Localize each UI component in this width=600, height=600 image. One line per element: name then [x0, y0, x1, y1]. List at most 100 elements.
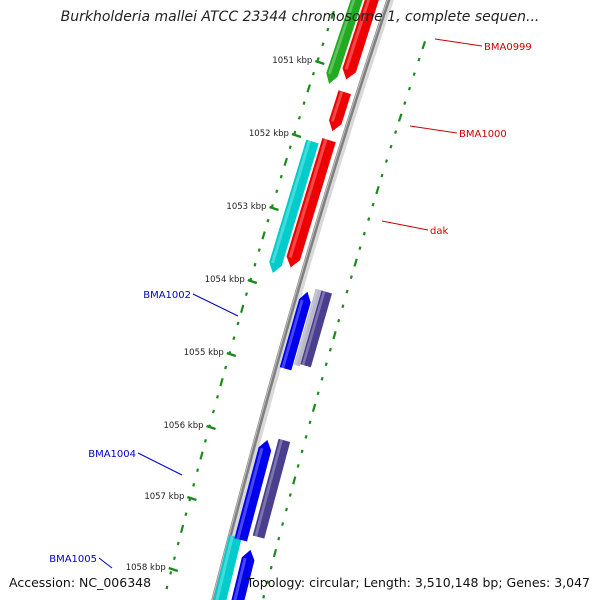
gene-label: dak: [430, 226, 448, 237]
backbone-arc: [211, 0, 391, 600]
ruler-tick: [412, 72, 416, 76]
kbp-label: 1056 kbp: [163, 421, 203, 431]
summary-text: Topology: circular; Length: 3,510,148 bp…: [246, 575, 590, 590]
ruler-tick: [224, 365, 228, 370]
kbp-label: 1052 kbp: [249, 129, 289, 139]
gene-highlight: [271, 140, 311, 264]
ruler-tick: [311, 71, 315, 76]
ruler-tick: [219, 378, 224, 387]
ruler-tick: [216, 395, 219, 399]
gene-highlight: [328, 0, 356, 75]
gene-body: [329, 90, 351, 132]
ruler-tick: [320, 376, 324, 381]
ruler-tick: [199, 451, 204, 460]
label-leader-line: [409, 125, 458, 134]
ruler-tick: [306, 84, 311, 93]
gene-body: [279, 291, 311, 371]
gene-highlight: [236, 447, 264, 540]
kbp-label: 1055 kbp: [184, 348, 224, 358]
ruler-tick: [330, 10, 335, 19]
ruler-tick: [279, 174, 283, 179]
gene-label: BMA0999: [484, 42, 532, 53]
kbp-major-tick: [168, 566, 179, 573]
ruler-tick: [345, 289, 349, 294]
ruler-tick: [172, 556, 176, 561]
label-leader-line: [137, 452, 183, 476]
kbp-major-tick: [314, 59, 325, 66]
ruler-tick: [284, 507, 288, 512]
ruler-tick: [232, 336, 236, 340]
ruler-tick: [297, 115, 301, 120]
kbp-label: 1054 kbp: [205, 275, 245, 285]
gene-bma0999-red: [342, 0, 379, 80]
ruler-tick: [316, 391, 320, 396]
ruler-tick: [362, 231, 366, 236]
gene-body: [293, 288, 322, 367]
kbp-major-tick: [186, 495, 197, 502]
ruler-tick: [311, 403, 317, 412]
ruler-tick: [261, 231, 266, 240]
gene-bma0999-green: [326, 0, 363, 84]
gene-body: [286, 138, 336, 268]
gene-body: [234, 440, 272, 542]
ruler-tick: [389, 144, 393, 149]
gene-bma1005-cyan: [213, 534, 242, 600]
ruler-tick: [332, 331, 337, 340]
ruler-tick: [184, 512, 188, 517]
ruler-tick: [394, 130, 398, 134]
ruler-tick: [326, 27, 330, 32]
ruler-tick: [257, 248, 261, 252]
ruler-tick: [253, 262, 257, 267]
ruler-tick: [236, 321, 240, 326]
gene-bma1000-red: [329, 90, 351, 132]
label-leader-line: [98, 557, 113, 569]
ruler-tick: [300, 449, 304, 454]
ruler-tick: [302, 101, 306, 105]
ruler-tick: [196, 468, 200, 473]
gene-highlight: [254, 439, 283, 537]
ruler-tick: [269, 565, 273, 570]
gene-bma1002-purple: [300, 290, 332, 368]
ruler-tick: [397, 113, 403, 122]
backbone-shadow: [213, 0, 394, 600]
label-leader-line: [381, 220, 429, 231]
ruler-tick: [308, 420, 312, 425]
gene-label: BMA1000: [459, 129, 507, 140]
ruler-tick: [407, 86, 412, 91]
gene-highlight: [344, 0, 371, 70]
ruler-tick: [277, 536, 281, 541]
ruler-tick: [375, 185, 380, 195]
gene-highlight: [288, 138, 328, 258]
ruler-tick: [288, 493, 292, 497]
ruler-tick: [316, 57, 320, 61]
gene-body: [326, 0, 363, 84]
ruler-tick: [176, 541, 180, 546]
ruler-tick: [403, 101, 407, 105]
ruler-tick: [328, 347, 332, 352]
ruler-tick: [211, 409, 215, 414]
ruler-tick: [262, 594, 266, 599]
ruler-tick: [165, 585, 169, 590]
gene-body: [300, 290, 332, 368]
ruler-tick: [281, 522, 285, 526]
gene-body: [213, 534, 242, 600]
gene-body: [252, 438, 291, 539]
inner-ruler-ticks: [262, 41, 427, 599]
gene-body: [342, 0, 379, 80]
gene-label: BMA1004: [88, 449, 136, 460]
ruler-tick: [321, 42, 325, 47]
label-leader-line: [192, 293, 239, 317]
gene-body: [231, 549, 255, 600]
ruler-tick: [337, 318, 341, 323]
kbp-major-tick: [226, 351, 237, 358]
kbp-label: 1051 kbp: [272, 56, 312, 66]
ruler-tick: [292, 476, 297, 485]
ruler-tick: [275, 189, 279, 194]
gene-bma1002-blue: [279, 291, 311, 371]
gene-bma1004-blue: [234, 440, 272, 542]
gene-highlight: [281, 299, 304, 369]
ruler-tick: [384, 159, 389, 163]
ruler-tick: [180, 524, 185, 534]
gene-body: [269, 139, 319, 274]
